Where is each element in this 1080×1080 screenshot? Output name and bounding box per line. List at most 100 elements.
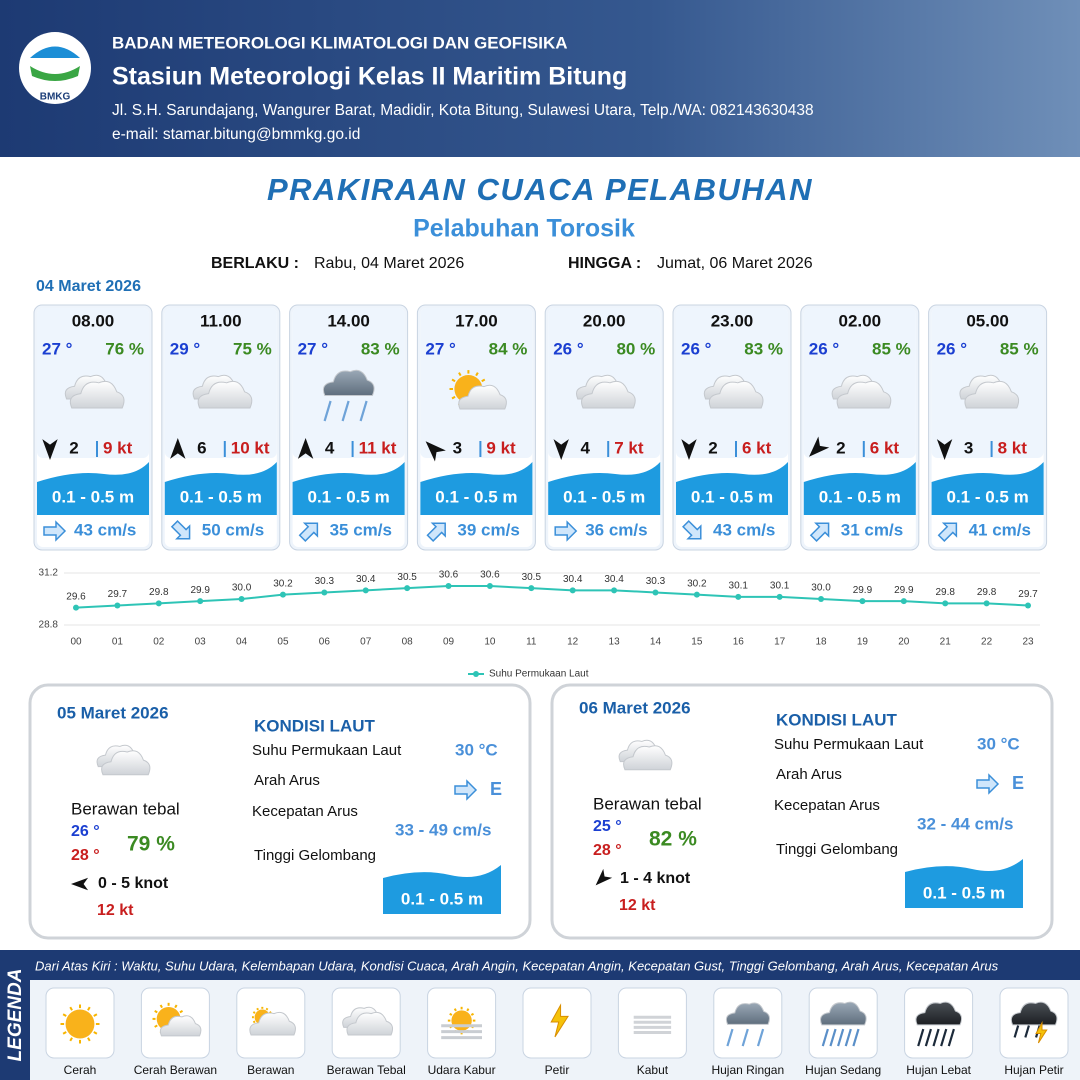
gust: 9 kt (486, 438, 516, 457)
wave-height: 0.1 - 0.5 m (563, 487, 645, 506)
data-label: 30.1 (729, 580, 749, 591)
sun-ray (265, 1007, 269, 1011)
sun-ray (466, 1008, 470, 1012)
current-speed: 43 cm/s (74, 520, 136, 539)
data-label: 30.4 (563, 574, 583, 585)
legend-box (522, 987, 592, 1059)
sun-ray (451, 378, 456, 383)
y-tick-label: 28.8 (39, 620, 59, 631)
humidity: 83 % (361, 339, 400, 358)
legend-item: Cerah (64, 1063, 97, 1077)
temperature: 29 ° (170, 339, 201, 358)
cloud (322, 369, 375, 396)
legend-label: Suhu Permukaan Laut (489, 669, 589, 680)
header-bg (0, 0, 1080, 157)
weather-icon (550, 1003, 569, 1038)
sun-ray (449, 1012, 453, 1016)
body-bg (0, 157, 1080, 1080)
rain (837, 1028, 845, 1047)
gust: 12 kt (619, 897, 656, 914)
cloud (346, 1011, 394, 1036)
wind: 0 - 5 knot (98, 875, 169, 892)
title: PRAKIRAAN CUACA PELABUHAN (267, 172, 813, 207)
weather-icon (342, 1006, 394, 1036)
valid-to: Jumat, 06 Maret 2026 (657, 255, 813, 272)
x-tick-label: 06 (319, 637, 331, 648)
current-arrow (454, 779, 478, 801)
weather-icon (449, 370, 507, 410)
wind-arrow (595, 868, 613, 886)
wind-speed: 3 (453, 438, 462, 457)
condition: Berawan tebal (593, 794, 702, 813)
point (486, 583, 493, 589)
sun-ray (481, 378, 486, 383)
data-label: 30.4 (356, 574, 376, 585)
subtitle: Pelabuhan Torosik (413, 215, 635, 243)
legend-item: Hujan Lebat (906, 1063, 971, 1077)
wave-box (383, 865, 501, 914)
sea-label: Kecepatan Arus (252, 803, 358, 820)
sun-ray (256, 1007, 259, 1011)
temperature: 27 ° (425, 339, 456, 358)
sea-label: Kecepatan Arus (774, 797, 880, 814)
point (528, 585, 535, 592)
sea-label: Suhu Permukaan Laut (774, 736, 924, 753)
x-tick-label: 14 (650, 637, 662, 648)
weather-icon (192, 374, 253, 409)
temperature: 26 ° (937, 339, 968, 358)
legend-item: Udara Kabur (428, 1063, 496, 1077)
current-arrow (937, 522, 958, 542)
data-label: 30.4 (604, 574, 624, 585)
rain (932, 1028, 940, 1047)
point (321, 589, 328, 596)
current-arrow (554, 520, 578, 542)
sun-ray (154, 1024, 158, 1028)
data-label: 30.2 (273, 578, 293, 589)
point (404, 585, 411, 592)
current-speed: 39 cm/s (457, 520, 519, 539)
temperature: 27 ° (298, 339, 329, 358)
day-label: 04 Maret 2026 (36, 278, 141, 295)
cloud (708, 380, 764, 409)
wind-arrow (425, 441, 446, 462)
time: 08.00 (72, 311, 115, 330)
gust: 8 kt (998, 438, 1028, 457)
rain (323, 400, 332, 422)
weather-icon (96, 744, 151, 776)
x-tick-label: 19 (857, 637, 869, 648)
rain (947, 1028, 955, 1047)
legend-marker (473, 671, 479, 677)
point (983, 600, 990, 607)
sun-ray (458, 372, 462, 377)
point (859, 598, 866, 605)
wave-area (420, 462, 533, 515)
rain (852, 1028, 860, 1047)
valid-from: Rabu, 04 Maret 2026 (314, 255, 464, 272)
cloud (101, 750, 151, 776)
point (818, 596, 825, 602)
point (900, 598, 907, 605)
current-arrow (426, 522, 446, 542)
temperature: 26 ° (809, 339, 840, 358)
time: 05.00 (966, 311, 1009, 330)
x-tick-label: 10 (484, 637, 496, 648)
sea-heading: KONDISI LAUT (254, 716, 376, 735)
condition: Berawan tebal (71, 799, 180, 818)
temp-min: 25 ° (593, 818, 622, 835)
sea-value: 30 °C (977, 734, 1020, 753)
agency: BADAN METEOROLOGI KLIMATOLOGI DAN GEOFIS… (112, 33, 568, 52)
current-speed: 43 cm/s (713, 520, 775, 539)
sea-value: 32 - 44 cm/s (917, 814, 1013, 833)
rain (829, 1028, 837, 1047)
x-tick-label: 04 (236, 637, 248, 648)
wave-height: 0.1 - 0.5 m (52, 487, 134, 506)
content: BMKG BADAN METEOROLOGI KLIMATOLOGI DAN GE… (0, 33, 1080, 1080)
sea-value: 30 °C (455, 740, 498, 759)
humidity: 85 % (872, 339, 911, 358)
wave-height: 0.1 - 0.5 m (435, 487, 517, 506)
legend-item: Petir (545, 1063, 570, 1077)
weather-icon (441, 1006, 482, 1040)
sea-label: Arah Arus (254, 772, 320, 789)
legend-strip (0, 950, 30, 1080)
wave-area (676, 462, 788, 515)
